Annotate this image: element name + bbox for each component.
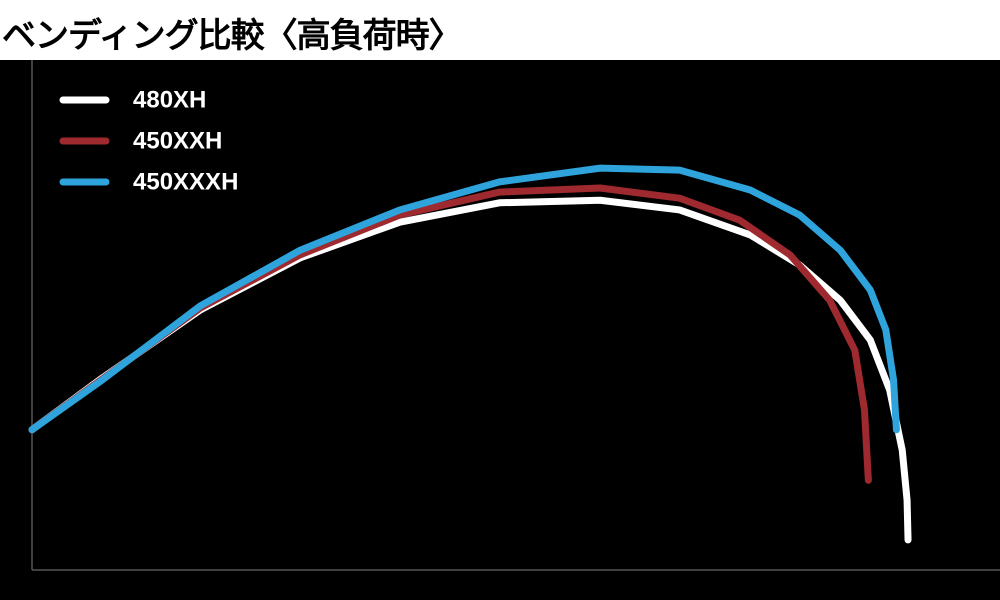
legend-label: 450XXXH: [133, 168, 238, 195]
legend-label: 450XXH: [133, 127, 222, 154]
legend-label: 480XH: [133, 86, 206, 113]
title-banner: ベンディング比較〈高負荷時〉: [0, 0, 1000, 60]
series-line: [28, 196, 912, 544]
chart-title: ベンディング比較〈高負荷時〉: [2, 16, 463, 56]
series-line: [28, 164, 900, 434]
